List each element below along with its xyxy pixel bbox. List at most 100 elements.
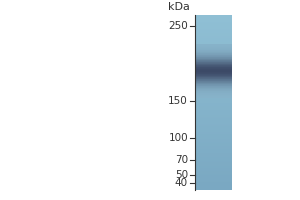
- Bar: [195, 136, 232, 138]
- Bar: [195, 68, 232, 69]
- Bar: [195, 147, 232, 148]
- Bar: [195, 58, 232, 59]
- Bar: [195, 47, 232, 48]
- Bar: [195, 162, 232, 163]
- Bar: [195, 18, 232, 20]
- Bar: [195, 110, 232, 111]
- Bar: [195, 121, 232, 122]
- Bar: [195, 152, 232, 153]
- Bar: [195, 164, 232, 166]
- Bar: [195, 51, 232, 52]
- Bar: [195, 184, 232, 185]
- Bar: [195, 105, 232, 106]
- Bar: [195, 23, 232, 24]
- Bar: [195, 80, 232, 81]
- Bar: [195, 143, 232, 144]
- Bar: [195, 106, 232, 107]
- Bar: [195, 167, 232, 168]
- Bar: [195, 99, 232, 100]
- Bar: [195, 98, 232, 99]
- Text: 150: 150: [168, 96, 188, 106]
- Bar: [195, 32, 232, 34]
- Bar: [195, 58, 232, 59]
- Bar: [195, 128, 232, 129]
- Bar: [195, 91, 232, 92]
- Bar: [195, 70, 232, 71]
- Bar: [195, 148, 232, 149]
- Bar: [195, 126, 232, 127]
- Bar: [195, 66, 232, 68]
- Bar: [195, 189, 232, 190]
- Bar: [195, 69, 232, 70]
- Bar: [195, 66, 232, 67]
- Bar: [195, 85, 232, 86]
- Bar: [195, 73, 232, 74]
- Bar: [195, 133, 232, 134]
- Bar: [195, 44, 232, 45]
- Bar: [195, 82, 232, 83]
- Bar: [195, 50, 232, 51]
- Bar: [195, 68, 232, 69]
- Text: kDa: kDa: [168, 2, 190, 12]
- Bar: [195, 154, 232, 155]
- Bar: [195, 63, 232, 64]
- Bar: [195, 86, 232, 87]
- Bar: [195, 149, 232, 150]
- Bar: [195, 94, 232, 95]
- Bar: [195, 34, 232, 35]
- Bar: [195, 91, 232, 92]
- Bar: [195, 45, 232, 46]
- Bar: [195, 101, 232, 102]
- Bar: [195, 188, 232, 189]
- Bar: [195, 46, 232, 47]
- Bar: [195, 82, 232, 83]
- Bar: [195, 77, 232, 78]
- Bar: [195, 94, 232, 96]
- Bar: [195, 181, 232, 182]
- Bar: [195, 155, 232, 156]
- Bar: [195, 146, 232, 147]
- Bar: [195, 22, 232, 23]
- Bar: [195, 72, 232, 73]
- Bar: [195, 86, 232, 87]
- Bar: [195, 177, 232, 178]
- Bar: [195, 156, 232, 157]
- Bar: [195, 48, 232, 49]
- Bar: [195, 46, 232, 48]
- Bar: [195, 74, 232, 76]
- Bar: [195, 158, 232, 160]
- Bar: [195, 42, 232, 43]
- Bar: [195, 76, 232, 77]
- Bar: [195, 141, 232, 142]
- Bar: [195, 119, 232, 120]
- Bar: [195, 172, 232, 174]
- Bar: [195, 76, 232, 77]
- Bar: [195, 118, 232, 119]
- Bar: [195, 129, 232, 130]
- Bar: [195, 17, 232, 18]
- Bar: [195, 40, 232, 41]
- Bar: [195, 142, 232, 143]
- Bar: [195, 21, 232, 22]
- Bar: [195, 160, 232, 161]
- Bar: [195, 56, 232, 57]
- Bar: [195, 62, 232, 63]
- Bar: [195, 127, 232, 128]
- Bar: [195, 138, 232, 139]
- Bar: [195, 87, 232, 88]
- Bar: [195, 87, 232, 88]
- Bar: [195, 63, 232, 64]
- Bar: [195, 115, 232, 116]
- Bar: [195, 144, 232, 146]
- Text: 250: 250: [168, 21, 188, 31]
- Bar: [195, 24, 232, 25]
- Bar: [195, 73, 232, 74]
- Bar: [195, 15, 232, 16]
- Bar: [195, 79, 232, 80]
- Text: 50: 50: [175, 170, 188, 180]
- Bar: [195, 178, 232, 180]
- Bar: [195, 96, 232, 97]
- Bar: [195, 52, 232, 53]
- Bar: [195, 77, 232, 78]
- Bar: [195, 83, 232, 84]
